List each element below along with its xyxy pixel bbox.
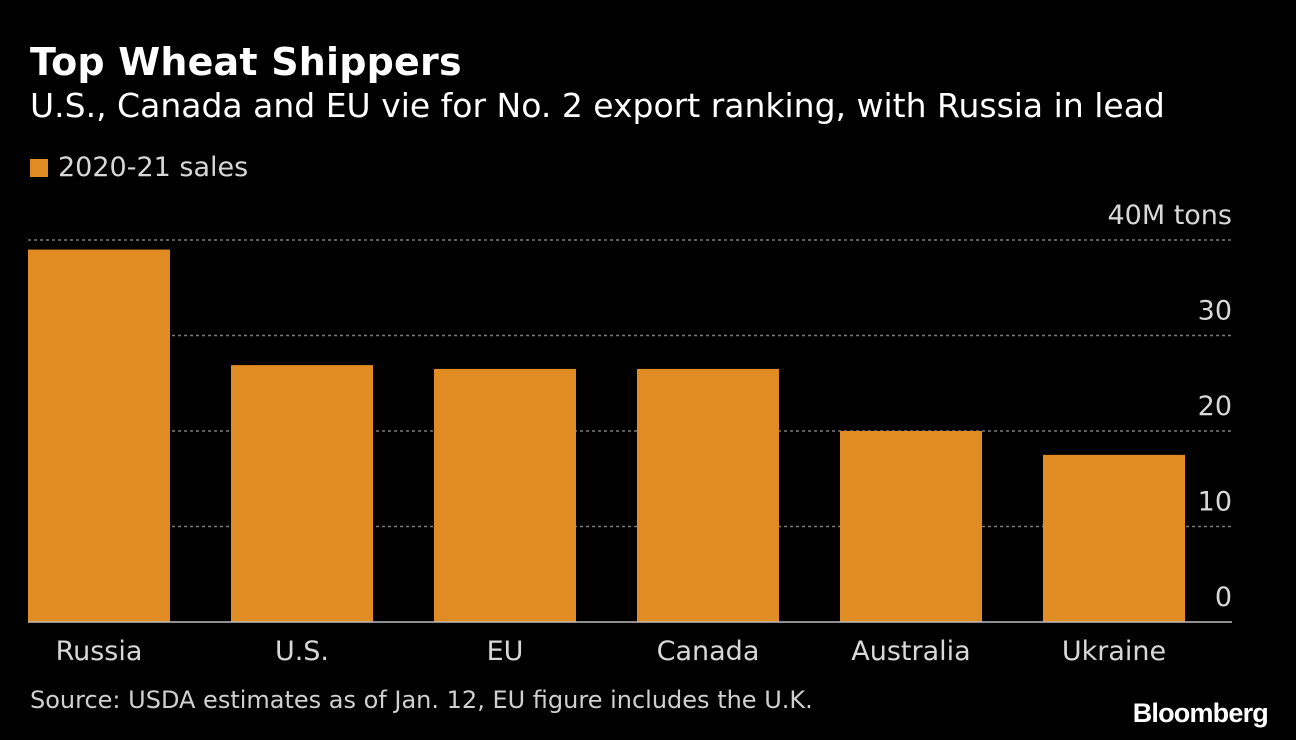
bar-chart: 0 10 20 30 40M tons Russia U.S. EU Canada Austral… [28,200,1232,667]
bar [231,365,373,622]
y-tick-label: 0 [1215,582,1232,613]
legend-swatch [30,158,48,177]
bar [1043,454,1185,622]
x-tick-label: Russia [56,636,143,667]
legend: 2020-21 sales [30,152,248,183]
bar [840,431,982,622]
bar [28,249,170,623]
bar [434,368,576,622]
y-tick-label: 30 [1198,296,1232,327]
x-tick-label: EU [487,636,524,667]
source-note: Source: USDA estimates as of Jan. 12, EU… [30,686,813,714]
legend-label: 2020-21 sales [58,152,249,183]
chart-subtitle: U.S., Canada and EU vie for No. 2 export… [30,86,1165,125]
x-tick-label: Australia [851,636,970,667]
bar [637,368,779,622]
x-tick-label: U.S. [275,636,329,667]
x-tick-label: Ukraine [1062,636,1166,667]
x-tick-label: Canada [657,636,760,667]
y-tick-label: 10 [1198,487,1232,518]
chart-title: Top Wheat Shippers [30,40,462,84]
y-tick-label: 20 [1198,391,1232,422]
bloomberg-logo: Bloomberg [1132,698,1269,728]
y-tick-label: 40M tons [1107,200,1232,231]
